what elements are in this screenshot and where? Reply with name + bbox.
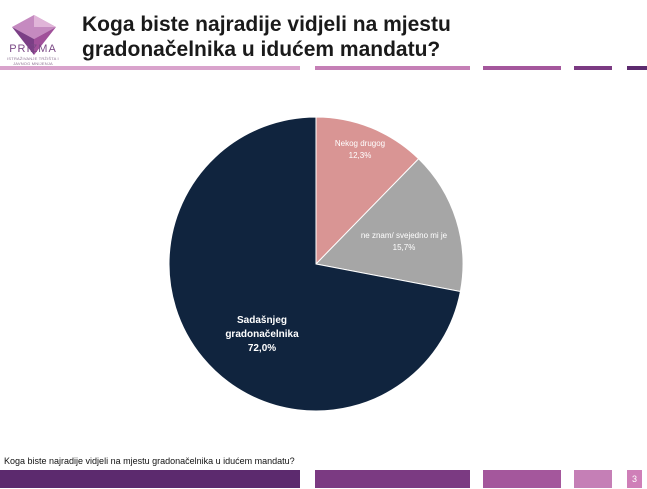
page-number: 3 <box>627 470 642 488</box>
page-title: Koga biste najradije vidjeli na mjestu g… <box>82 13 451 61</box>
footer-caption: Koga biste najradije vidjeli na mjestu g… <box>4 456 295 466</box>
prism-logo-icon <box>12 15 56 55</box>
pie-slice-1 <box>315 116 420 266</box>
header-bar-4 <box>574 66 612 70</box>
footer-bar-3 <box>483 470 561 488</box>
slice-label-1: Nekog drugog 12,3% <box>335 139 385 160</box>
footer-bar-1 <box>0 470 300 488</box>
footer-bar-4 <box>574 470 612 488</box>
header-bar-3 <box>483 66 561 70</box>
header-bar-2 <box>315 66 470 70</box>
footer-bar-2 <box>315 470 470 488</box>
brand-tagline: ISTRAŽIVANJE TRŽIŠTA I JAVNOG MNIJENJA <box>7 56 59 66</box>
slice-label-2: ne znam/ svejedno mi je 15,7% <box>361 231 448 252</box>
header-bar-1 <box>0 66 300 70</box>
header-bar-5 <box>627 66 647 70</box>
brand-name: PRIZMA <box>9 43 57 55</box>
pie-slice-3 <box>168 116 461 412</box>
slice-label-3: Sadašnjeg gradonačelnika 72,0% <box>225 315 299 354</box>
pie-slice-2 <box>314 158 464 293</box>
